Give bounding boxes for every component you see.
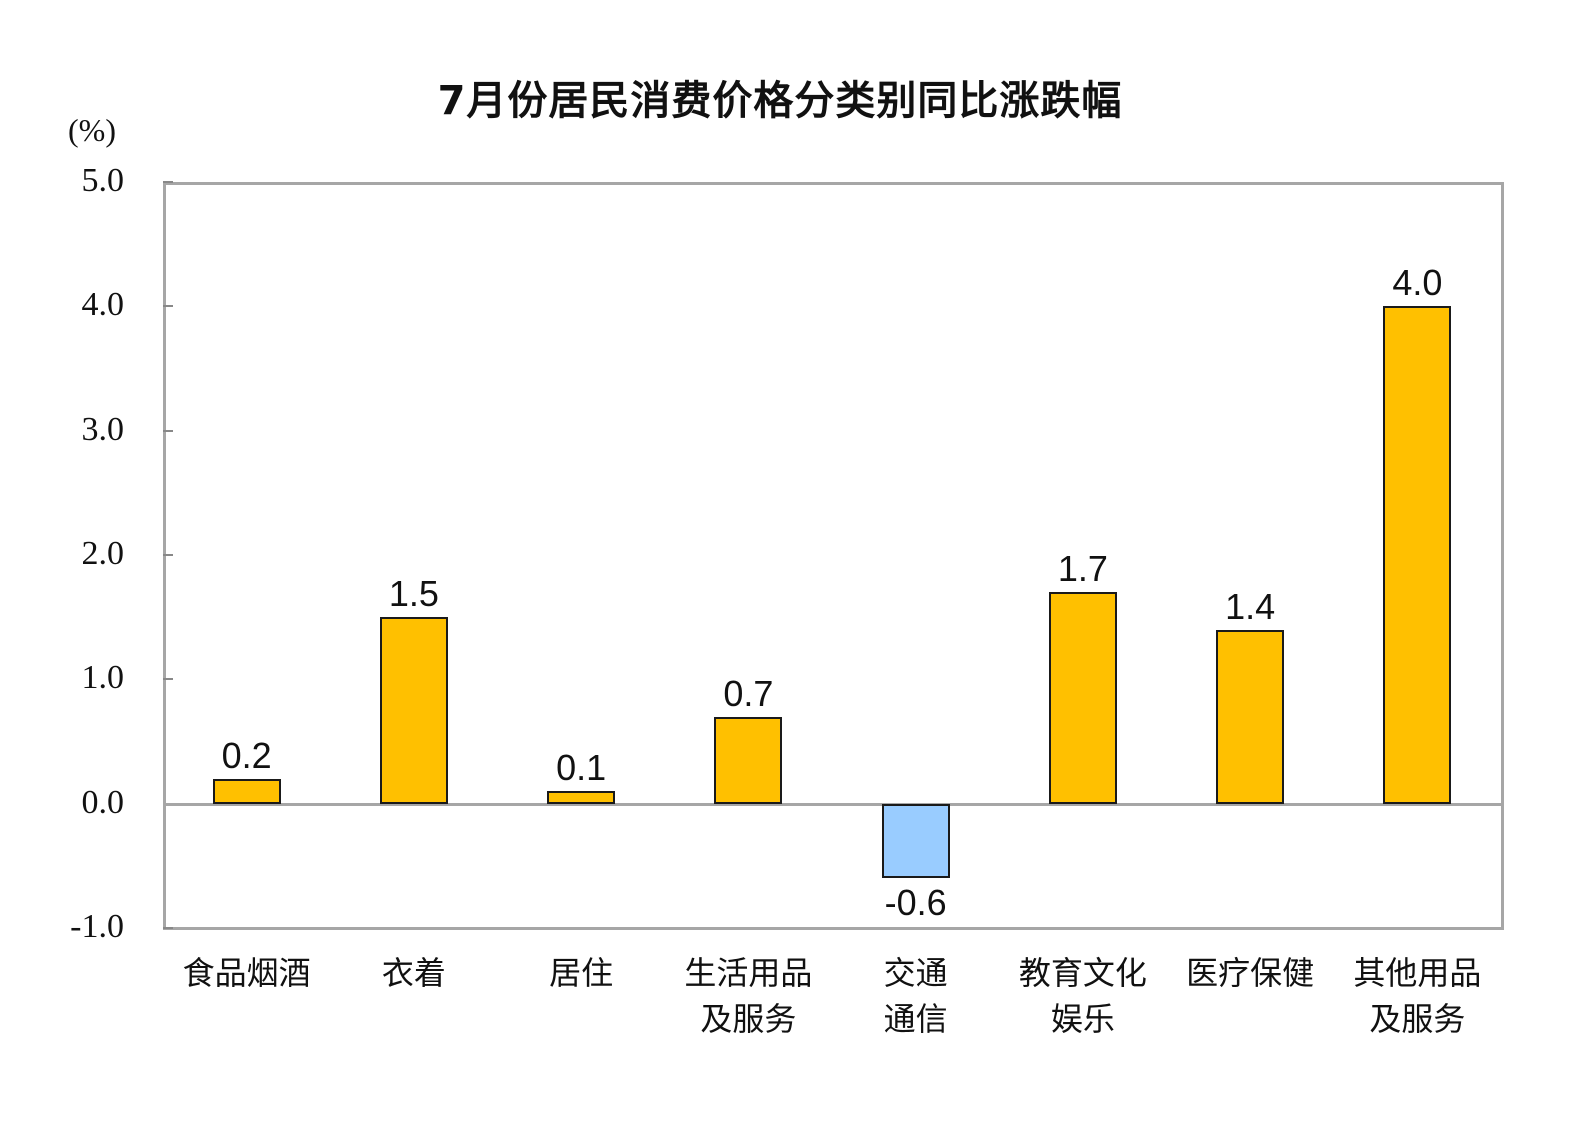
value-label: 0.2 <box>221 734 272 776</box>
bar-3 <box>547 791 616 804</box>
value-label: -0.6 <box>884 882 947 924</box>
zero-baseline <box>163 802 1501 806</box>
y-tick-mark <box>163 181 173 183</box>
y-tick-mark <box>163 554 173 556</box>
x-category-label: 医疗保健 <box>1165 950 1335 1042</box>
y-tick-label: 3.0 <box>81 410 125 448</box>
x-category-label: 教育文化 娱乐 <box>998 950 1168 1042</box>
plot-area <box>163 182 1504 930</box>
x-category-label: 衣着 <box>329 950 499 1042</box>
y-tick-mark <box>163 429 173 432</box>
y-tick-label: 5.0 <box>81 162 125 199</box>
x-category-label-line: 娱乐 <box>1050 1000 1115 1038</box>
value-label: 0.7 <box>723 672 774 714</box>
x-category-label: 居住 <box>496 950 666 1042</box>
y-tick-label: 4.0 <box>81 286 125 324</box>
bar-4 <box>714 716 783 804</box>
x-category-label: 生活用品 及服务 <box>663 950 833 1042</box>
bar-2 <box>379 617 448 804</box>
y-tick-label: -1.0 <box>70 908 124 945</box>
value-label: 1.5 <box>388 573 439 615</box>
x-category-label: 其他用品 及服务 <box>1332 950 1502 1042</box>
x-category-label-line: 通信 <box>883 1000 948 1038</box>
x-category-label-line: 居住 <box>549 954 614 992</box>
x-category-label-line <box>496 996 666 1042</box>
x-category-label-line: 衣着 <box>381 954 446 992</box>
value-label: 1.7 <box>1057 548 1108 590</box>
x-category-label-line: 其他用品 <box>1353 954 1482 992</box>
value-label: 1.4 <box>1225 585 1276 627</box>
x-category-label-line: 交通 <box>883 954 948 992</box>
chart-title: 7月份居民消费价格分类别同比涨跌幅 <box>437 78 1123 124</box>
x-category-label-line <box>1165 996 1335 1042</box>
x-category-label-line <box>162 996 332 1042</box>
x-category-label-line: 医疗保健 <box>1186 954 1315 992</box>
bar-7 <box>1216 629 1285 804</box>
x-category-label-line: 食品烟酒 <box>182 954 311 992</box>
y-tick-mark <box>163 927 173 929</box>
x-category-label-line: 及服务 <box>1369 1000 1466 1038</box>
x-category-label-line: 及服务 <box>700 1000 797 1038</box>
y-tick-label: 1.0 <box>81 659 125 697</box>
x-category-label: 食品烟酒 <box>162 950 332 1042</box>
y-tick-mark <box>163 678 173 681</box>
x-category-label-line: 教育文化 <box>1018 954 1147 992</box>
y-axis-unit-label: (%) <box>68 112 116 148</box>
x-category-label-line: 生活用品 <box>684 954 813 992</box>
x-category-label-line <box>329 996 499 1042</box>
bar-8 <box>1383 306 1452 804</box>
bar-5 <box>881 803 950 879</box>
y-tick-mark <box>163 305 173 308</box>
bar-1 <box>212 778 281 804</box>
value-label: 0.1 <box>556 747 607 789</box>
x-category-label: 交通 通信 <box>831 950 1001 1042</box>
y-tick-label: 0.0 <box>81 783 125 821</box>
y-tick-label: 2.0 <box>81 535 125 572</box>
bar-6 <box>1048 592 1117 804</box>
value-label: 4.0 <box>1392 262 1443 304</box>
